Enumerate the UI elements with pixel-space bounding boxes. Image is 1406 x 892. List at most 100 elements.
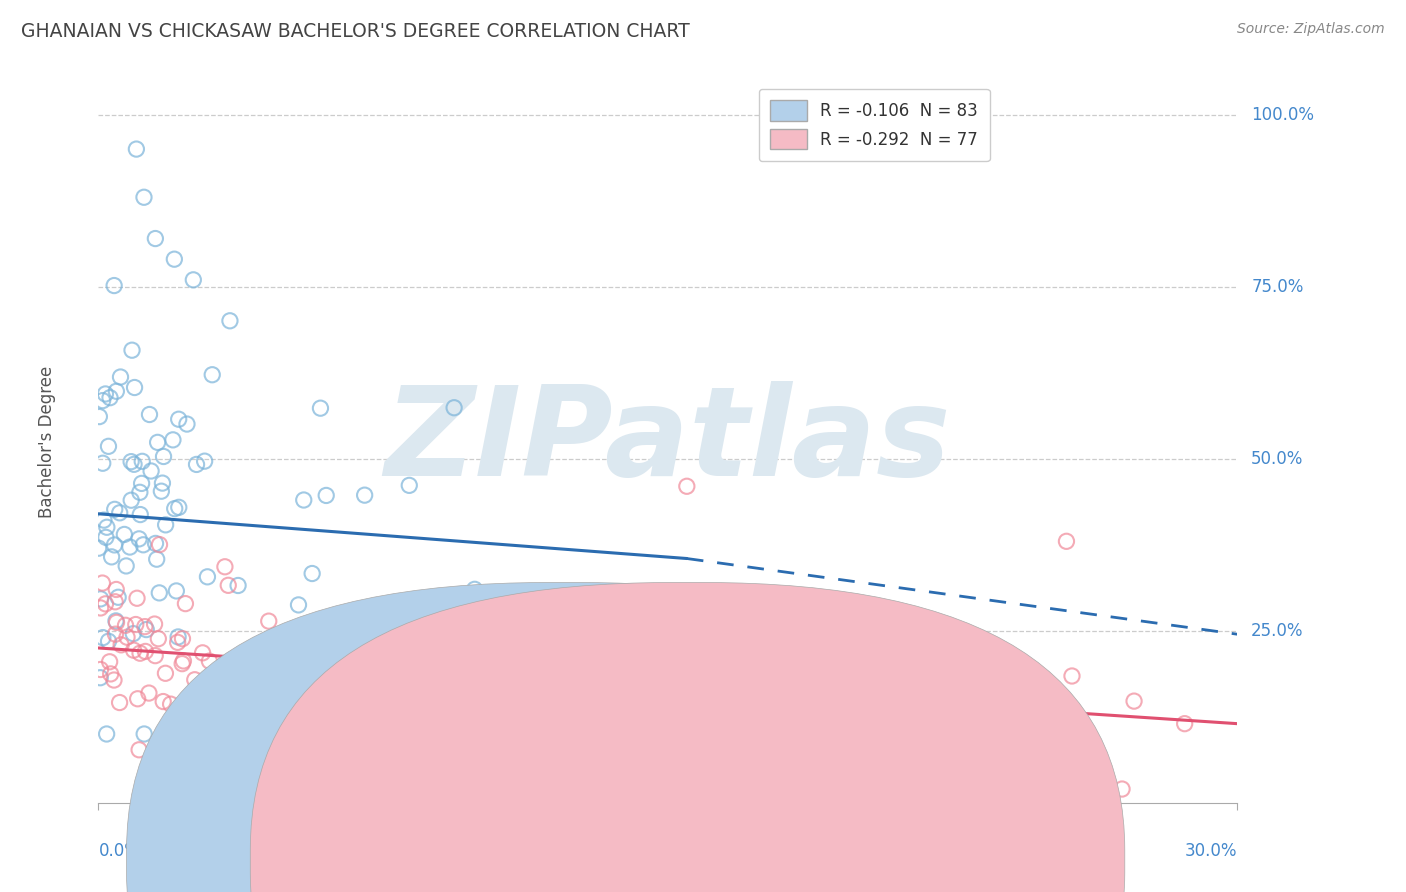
Text: Chickasaw: Chickasaw xyxy=(707,854,789,869)
Point xyxy=(287,598,309,612)
Point xyxy=(100,666,122,681)
Point xyxy=(104,595,127,609)
Point xyxy=(108,506,131,520)
Point xyxy=(145,552,167,566)
Point xyxy=(1111,782,1133,797)
Point xyxy=(152,476,174,491)
Point xyxy=(713,735,735,749)
Point xyxy=(132,190,155,204)
Point xyxy=(1015,700,1038,714)
Point xyxy=(866,727,889,741)
Point xyxy=(129,646,152,660)
Point xyxy=(114,618,136,632)
Point xyxy=(778,697,800,711)
Point xyxy=(1174,716,1197,731)
Point xyxy=(184,673,207,687)
Point xyxy=(167,412,190,426)
Point xyxy=(125,142,148,156)
Point xyxy=(128,532,150,546)
Point xyxy=(138,408,160,422)
Point xyxy=(122,626,145,640)
Point xyxy=(945,720,967,734)
Point xyxy=(134,619,156,633)
Point xyxy=(148,632,170,646)
Point xyxy=(197,570,219,584)
Point xyxy=(90,591,112,606)
Point xyxy=(103,278,125,293)
Point xyxy=(172,657,194,671)
Point xyxy=(765,671,787,685)
Point xyxy=(94,530,117,544)
Point xyxy=(309,401,332,416)
Point xyxy=(148,538,170,552)
Point xyxy=(676,479,699,493)
Point xyxy=(554,678,576,692)
Point xyxy=(104,502,127,516)
Point xyxy=(97,634,120,648)
Point xyxy=(890,632,912,646)
Point xyxy=(89,663,111,677)
Text: 100.0%: 100.0% xyxy=(1251,105,1315,124)
Point xyxy=(96,727,118,741)
Point xyxy=(128,743,150,757)
Point xyxy=(105,384,128,399)
Point xyxy=(103,673,125,687)
Point xyxy=(592,693,614,707)
Point xyxy=(949,708,972,723)
Point xyxy=(125,617,148,632)
Point xyxy=(752,665,775,679)
Point xyxy=(172,632,194,646)
Point xyxy=(217,578,239,592)
Point xyxy=(172,654,194,668)
Point xyxy=(159,697,181,711)
Point xyxy=(191,646,214,660)
Point xyxy=(163,252,186,267)
Point xyxy=(143,617,166,632)
Point xyxy=(120,455,142,469)
Point xyxy=(301,566,323,581)
Point xyxy=(167,630,190,644)
Point xyxy=(105,582,128,597)
Point xyxy=(174,597,197,611)
Point xyxy=(118,540,141,554)
Text: ZIPatlas: ZIPatlas xyxy=(385,381,950,502)
Point xyxy=(135,623,157,637)
Text: Ghanaians: Ghanaians xyxy=(583,854,665,869)
Point xyxy=(186,458,208,472)
Point xyxy=(127,691,149,706)
Point xyxy=(839,773,862,788)
Point xyxy=(681,606,703,620)
Point xyxy=(94,387,117,401)
Point xyxy=(398,478,420,492)
Point xyxy=(148,586,170,600)
Point xyxy=(845,658,868,673)
Point xyxy=(98,391,121,405)
Text: 75.0%: 75.0% xyxy=(1251,277,1303,296)
Point xyxy=(145,231,167,245)
Point xyxy=(908,637,931,651)
Point xyxy=(464,582,486,597)
Point xyxy=(97,439,120,453)
Text: GHANAIAN VS CHICKASAW BACHELOR'S DEGREE CORRELATION CHART: GHANAIAN VS CHICKASAW BACHELOR'S DEGREE … xyxy=(21,22,690,41)
Point xyxy=(125,591,148,606)
Point xyxy=(89,409,111,424)
Point xyxy=(131,476,153,491)
Point xyxy=(315,488,337,502)
Point xyxy=(138,686,160,700)
Point xyxy=(163,501,186,516)
Point xyxy=(1060,669,1083,683)
Point xyxy=(1123,694,1146,708)
Point xyxy=(312,768,335,782)
Point xyxy=(806,756,828,770)
Text: 30.0%: 30.0% xyxy=(1185,842,1237,860)
Point xyxy=(201,368,224,382)
Text: 50.0%: 50.0% xyxy=(1251,450,1303,467)
Point xyxy=(122,643,145,657)
Point xyxy=(830,697,852,711)
Point xyxy=(257,614,280,628)
Point xyxy=(637,681,659,696)
Point xyxy=(195,679,218,693)
Point xyxy=(443,401,465,415)
Point xyxy=(347,706,370,721)
Point xyxy=(155,517,177,532)
